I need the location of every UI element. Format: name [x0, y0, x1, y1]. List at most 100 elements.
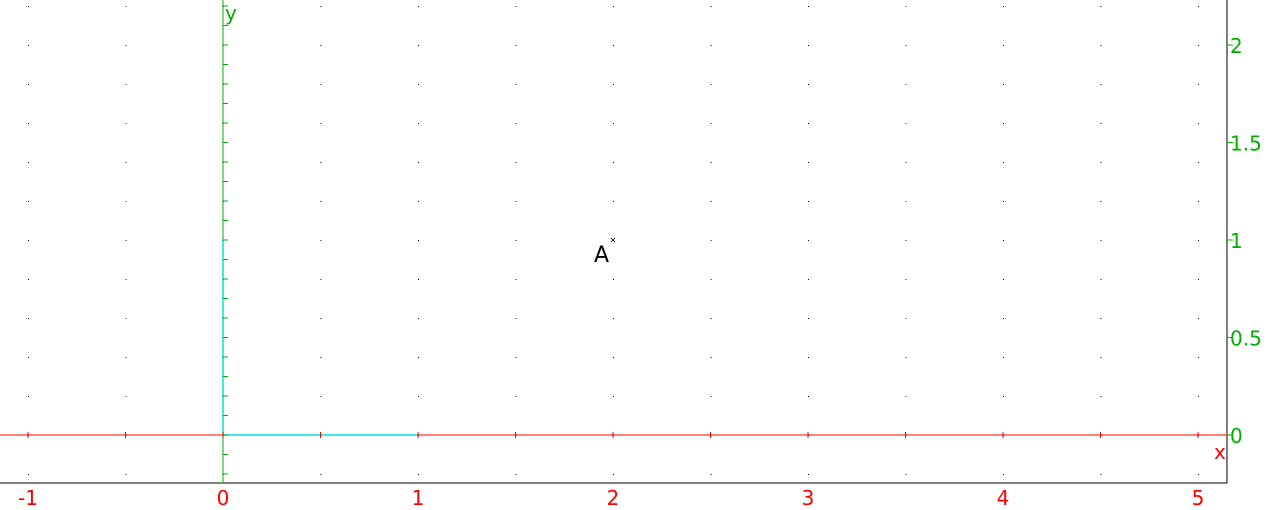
grid-dot [320, 279, 322, 280]
grid-dot [1100, 318, 1102, 319]
grid-dot [515, 84, 517, 85]
y-tick-label: 2 [1230, 34, 1243, 58]
y-tick-label: 1.5 [1230, 132, 1262, 156]
grid-dot [710, 6, 712, 7]
grid-dot [905, 201, 907, 202]
grid-dot [808, 162, 809, 163]
grid-dot [515, 123, 517, 124]
grid-dot [808, 123, 809, 124]
grid-dot [418, 396, 419, 397]
grid-dot [1198, 357, 1199, 358]
grid-dot [1100, 396, 1102, 397]
grid-dot [613, 279, 614, 280]
axis-ticks [27, 5, 1233, 475]
grid-dot [1003, 396, 1004, 397]
grid-dot [710, 396, 712, 397]
grid-dot [808, 240, 809, 241]
grid-dot [808, 45, 809, 46]
grid-dot [613, 201, 614, 202]
grid-dot [28, 45, 29, 46]
grid-dot [1003, 123, 1004, 124]
grid-dot [320, 6, 322, 7]
grid-dot [515, 357, 517, 358]
grid-dot [28, 201, 29, 202]
grid-dot [808, 318, 809, 319]
grid-dot [710, 123, 712, 124]
grid-dot [28, 162, 29, 163]
grid-dot [125, 318, 127, 319]
grid-dot [125, 396, 127, 397]
grid-dot [1198, 318, 1199, 319]
grid-dot [905, 45, 907, 46]
x-tick-label: -1 [18, 486, 38, 510]
grid-dot [320, 318, 322, 319]
grid-dot [28, 6, 29, 7]
grid-dot [808, 279, 809, 280]
y-tick-label: 0.5 [1230, 327, 1262, 351]
grid-dot [125, 162, 127, 163]
y-tick-label: 1 [1230, 229, 1243, 253]
grid-dot [1198, 201, 1199, 202]
grid-dot [418, 240, 419, 241]
grid-dot [808, 357, 809, 358]
grid-dot [808, 396, 809, 397]
grid-dot [320, 162, 322, 163]
grid-dot [320, 396, 322, 397]
grid-dot [613, 123, 614, 124]
axis-labels: -1 0 1 2 3 4 5 0 0.5 1 1.5 2 x y [18, 1, 1262, 510]
grid-dot [125, 84, 127, 85]
grid-dot [125, 474, 127, 475]
grid-dot [1198, 240, 1199, 241]
grid-dot [515, 45, 517, 46]
x-tick-label: 5 [1192, 486, 1205, 510]
grid-dot [1100, 279, 1102, 280]
x-tick-label: 1 [412, 486, 425, 510]
grid-dot [418, 318, 419, 319]
grid-dot [1100, 84, 1102, 85]
y-axis-label: y [225, 1, 237, 25]
grid-dot [1100, 162, 1102, 163]
point-a[interactable]: A [594, 237, 616, 268]
grid-dot [710, 240, 712, 241]
grid-dot [905, 240, 907, 241]
grid-dot [320, 45, 322, 46]
grid-dot [125, 240, 127, 241]
grid-dot [808, 201, 809, 202]
grid-dot [613, 474, 614, 475]
grid-dot [418, 84, 419, 85]
grid-dot [905, 318, 907, 319]
grid-dot [905, 6, 907, 7]
x-tick-label: 0 [217, 486, 230, 510]
grid-dot [1003, 279, 1004, 280]
grid-dot [808, 84, 809, 85]
grid-dot [1100, 45, 1102, 46]
grid-dot [125, 201, 127, 202]
grid-dot [1100, 123, 1102, 124]
grid-dot [1003, 6, 1004, 7]
grid-dot [710, 279, 712, 280]
grid-dot [1198, 123, 1199, 124]
grid-dot [613, 396, 614, 397]
grid-dot [515, 318, 517, 319]
grid-dot [1198, 279, 1199, 280]
grid-dot [28, 357, 29, 358]
plotted-points[interactable]: A [594, 237, 616, 268]
grid-dot [1100, 240, 1102, 241]
grid-dot [613, 6, 614, 7]
grid-dot [1198, 474, 1199, 475]
grid-dot [710, 318, 712, 319]
y-tick-label: 0 [1230, 424, 1243, 448]
grid-dot [515, 396, 517, 397]
axes-lines [0, 0, 1228, 484]
grid-dot [28, 318, 29, 319]
grid-dot [1003, 84, 1004, 85]
x-axis-label: x [1214, 440, 1226, 464]
grid-dot [1100, 6, 1102, 7]
grid-dot [905, 279, 907, 280]
grid-dot [1198, 84, 1199, 85]
grid-dot [1198, 45, 1199, 46]
grid-dot [1003, 357, 1004, 358]
point-marker-icon [610, 237, 616, 243]
grid-dot [418, 279, 419, 280]
